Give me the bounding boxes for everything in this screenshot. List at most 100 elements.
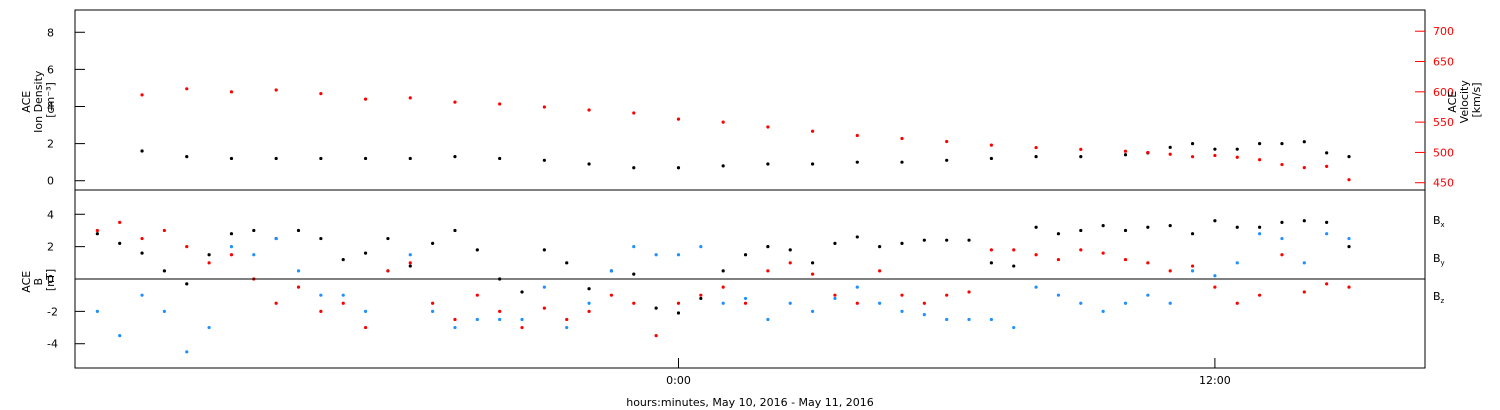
by-point-25 — [654, 253, 658, 257]
magnetic-axis-ticks: -4 -2 0 2 4 — [47, 208, 85, 351]
density-point-13 — [721, 164, 725, 168]
velocity-axis-label: ACE Velocity [km/s] — [1446, 77, 1483, 124]
velocity-point-18 — [945, 139, 949, 144]
density-point-3 — [274, 156, 278, 161]
velocity-point-22 — [1123, 149, 1128, 153]
bz-point-41 — [1012, 248, 1016, 252]
bx-point-40 — [989, 261, 993, 265]
bx-point-11 — [341, 257, 345, 262]
magnetic-label-line-1: ACE — [20, 271, 33, 293]
density-point-21 — [1079, 154, 1083, 159]
density-point-12 — [676, 166, 681, 170]
bx-point-56 — [1347, 245, 1351, 249]
velocity-point-6 — [408, 96, 412, 100]
density-point-0 — [140, 149, 144, 153]
by-point-42 — [1034, 285, 1038, 289]
legend-bz: Bz — [1433, 290, 1445, 305]
by-point-0 — [95, 309, 99, 313]
velocity-point-11 — [632, 111, 636, 115]
bz-point-36 — [900, 293, 904, 297]
density-point-27 — [1235, 147, 1239, 151]
bz-point-21 — [565, 317, 569, 322]
by-point-43 — [1056, 293, 1061, 297]
by-point-27 — [699, 245, 703, 249]
density-tick-label-2: 4 — [47, 100, 54, 113]
velocity-point-25 — [1190, 155, 1195, 159]
bz-point-31 — [788, 261, 792, 265]
bx-point-47 — [1146, 225, 1150, 229]
density-tick-label-0: 0 — [47, 175, 54, 188]
top-panel-frame — [74, 9, 1426, 191]
bz-point-49 — [1190, 264, 1195, 268]
bz-point-3 — [162, 228, 167, 233]
velocity-point-3 — [274, 88, 278, 92]
by-point-6 — [229, 245, 234, 249]
by-point-1 — [118, 334, 122, 338]
by-point-29 — [743, 296, 748, 301]
bx-point-28 — [721, 269, 725, 273]
by-point-50 — [1213, 274, 1217, 278]
bz-point-10 — [319, 309, 323, 313]
magnetic-series — [95, 219, 1351, 354]
density-label-line-1: ACE — [20, 91, 33, 113]
bz-point-33 — [833, 293, 837, 297]
velocity-point-12 — [676, 117, 681, 121]
bx-point-44 — [1079, 228, 1083, 233]
density-point-7 — [453, 154, 457, 159]
time-tick-label-1: 12:00 — [1199, 374, 1231, 387]
x-axis-title: hours:minutes, May 10, 2016 - May 11, 20… — [626, 396, 874, 409]
bx-point-2 — [140, 251, 144, 255]
bx-point-1 — [118, 241, 122, 245]
density-tick-label-4: 8 — [47, 26, 54, 39]
density-point-5 — [363, 156, 368, 161]
bx-point-53 — [1280, 220, 1284, 224]
bx-point-41 — [1012, 264, 1016, 268]
bx-point-16 — [453, 228, 457, 233]
by-point-32 — [810, 309, 815, 313]
bz-point-13 — [386, 269, 390, 273]
by-point-44 — [1079, 301, 1083, 305]
bx-point-10 — [319, 236, 323, 241]
bz-point-9 — [296, 285, 301, 289]
velocity-point-14 — [766, 125, 770, 129]
by-point-53 — [1280, 236, 1284, 241]
bz-point-53 — [1280, 253, 1284, 257]
bz-point-39 — [967, 290, 971, 294]
bz-point-42 — [1034, 253, 1038, 257]
density-point-2 — [229, 156, 234, 161]
velocity-tick-label-5: 700 — [1433, 25, 1454, 38]
density-label-line-3: [cm⁻³] — [44, 82, 57, 118]
by-point-5 — [207, 325, 211, 330]
velocity-point-10 — [587, 108, 591, 112]
by-point-19 — [520, 317, 524, 322]
velocity-label-line-2: Velocity — [1458, 80, 1471, 124]
by-point-8 — [274, 236, 278, 241]
bx-point-42 — [1034, 225, 1038, 229]
bx-point-39 — [967, 238, 971, 242]
magnetic-axis-label: ACE B [nT] — [20, 267, 57, 292]
bz-point-25 — [654, 334, 658, 338]
bx-point-32 — [810, 261, 815, 265]
velocity-point-24 — [1168, 152, 1172, 156]
bx-point-55 — [1325, 220, 1329, 224]
bx-point-25 — [654, 306, 658, 310]
bx-point-29 — [743, 253, 748, 257]
by-point-21 — [565, 325, 569, 330]
legend-bz-name: B — [1433, 290, 1441, 303]
by-point-40 — [989, 317, 993, 322]
legend-by-sub: y — [1441, 259, 1445, 267]
velocity-label-line-3: [km/s] — [1470, 82, 1483, 117]
by-point-7 — [252, 253, 256, 257]
bz-point-19 — [520, 325, 524, 330]
density-point-4 — [319, 156, 323, 161]
by-point-54 — [1302, 261, 1306, 265]
by-point-10 — [319, 293, 323, 297]
density-point-28 — [1258, 142, 1262, 146]
bx-point-27 — [699, 296, 703, 301]
bz-point-20 — [542, 306, 546, 310]
plasma-series — [140, 87, 1351, 182]
density-point-14 — [766, 162, 770, 166]
bz-point-23 — [609, 293, 614, 297]
bx-point-48 — [1168, 224, 1172, 228]
bz-point-27 — [699, 293, 703, 297]
